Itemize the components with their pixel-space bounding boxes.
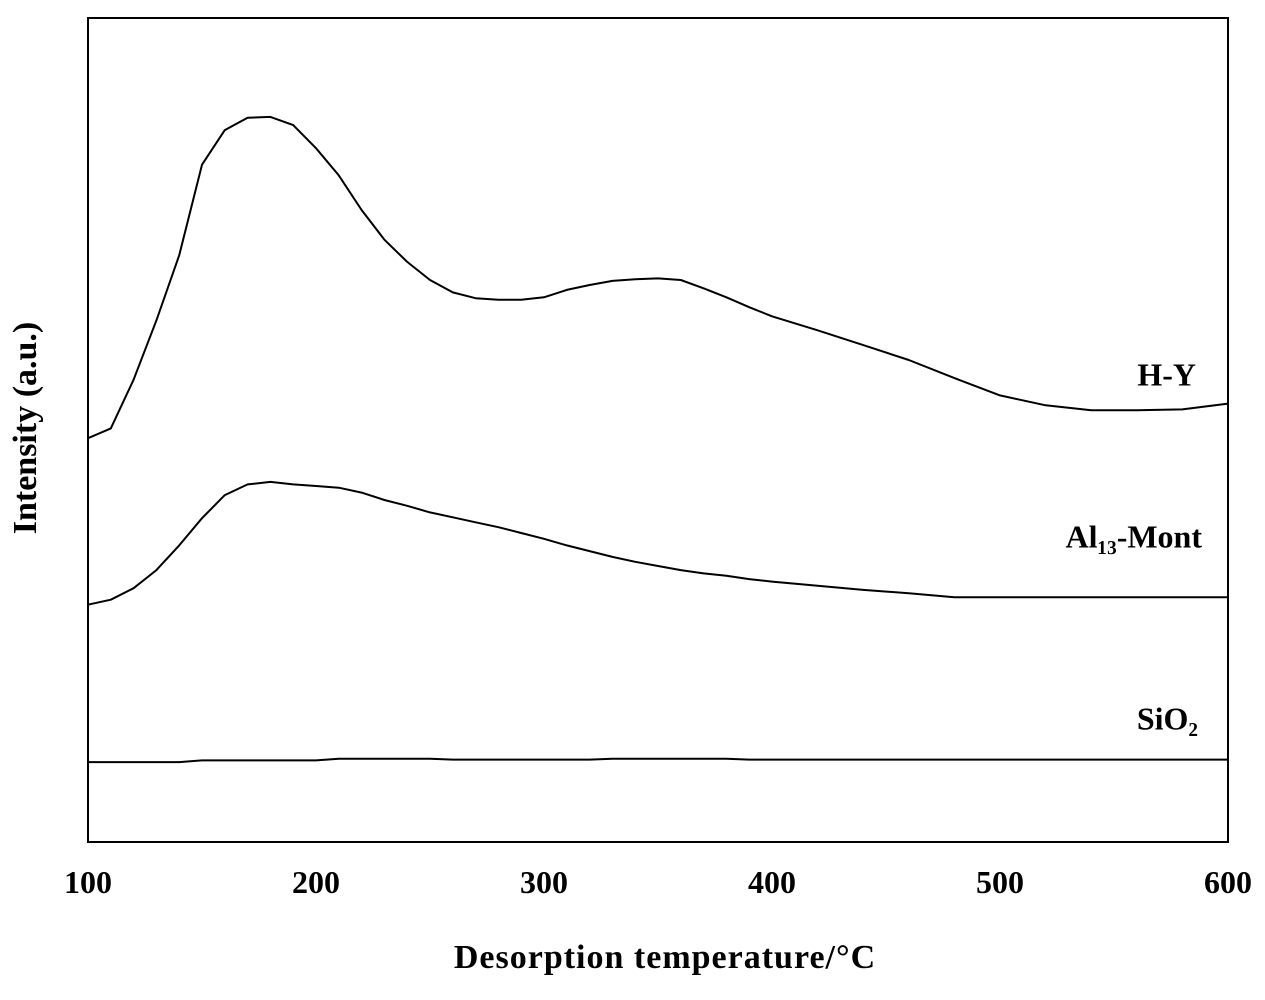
plot-frame [87,17,1229,843]
x-tick-label: 300 [520,864,568,900]
x-tick-label: 200 [292,864,340,900]
series-label: Al₁₃-Mont [1066,518,1203,554]
x-axis-label: Desorption temperature/°C [454,939,876,976]
series-line [87,115,1229,440]
x-tick-label: 100 [64,864,112,900]
x-tick-label: 400 [748,864,796,900]
series-label: H-Y [1137,356,1196,392]
y-axis-label: Intensity (a.u.) [7,322,44,535]
x-tick-label: 600 [1204,864,1252,900]
series-label: SiO₂ [1137,700,1198,736]
series-line [87,480,1228,606]
series-line [88,757,1228,764]
x-tick-label: 500 [976,864,1024,900]
